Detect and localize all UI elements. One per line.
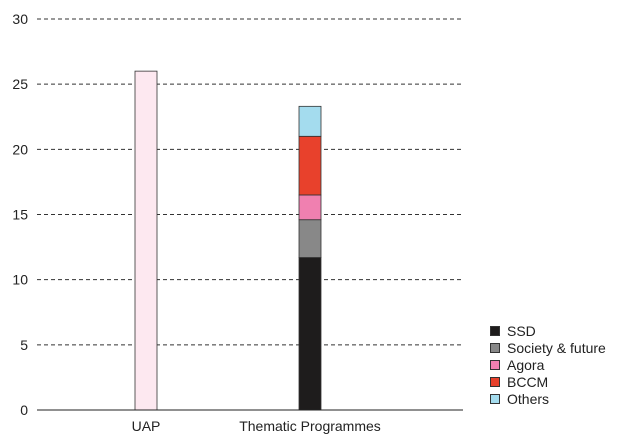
legend-label: Society & future xyxy=(507,339,606,356)
legend-swatch xyxy=(490,342,500,353)
legend-item: Society & future xyxy=(490,339,606,356)
y-tick-label: 30 xyxy=(12,11,28,27)
x-axis-categories: UAP Thematic Programmes xyxy=(132,418,381,434)
legend-swatch xyxy=(490,376,500,387)
legend-swatch xyxy=(490,359,500,370)
y-tick-label: 25 xyxy=(12,76,28,92)
legend-label: BCCM xyxy=(507,373,549,390)
y-axis-ticks: 0 5 10 15 20 25 30 xyxy=(12,11,28,418)
bar-segment-uap xyxy=(134,70,158,411)
bar-segment-agora xyxy=(298,194,322,221)
y-tick-label: 0 xyxy=(20,402,28,418)
legend-item: SSD xyxy=(490,322,606,339)
x-category-label: Thematic Programmes xyxy=(239,418,381,434)
y-tick-label: 15 xyxy=(12,207,28,223)
bar-segment-society-future xyxy=(298,219,322,258)
bar-segment-bccm xyxy=(298,135,322,196)
y-tick-label: 5 xyxy=(20,337,28,353)
x-category-label: UAP xyxy=(132,418,161,434)
legend-item: Agora xyxy=(490,356,606,373)
bar-segment-others xyxy=(298,105,322,137)
legend-label: Others xyxy=(507,390,550,407)
legend-label: SSD xyxy=(507,322,536,339)
legend-item: Others xyxy=(490,390,606,407)
y-tick-label: 20 xyxy=(12,141,28,157)
y-tick-label: 10 xyxy=(12,272,28,288)
legend-item: BCCM xyxy=(490,373,606,390)
bar-segment-ssd xyxy=(298,257,322,411)
grid-lines xyxy=(37,18,463,346)
legend-swatch xyxy=(490,325,500,336)
legend-label: Agora xyxy=(507,356,545,373)
legend: SSD Society & future Agora BCCM Others xyxy=(490,322,606,407)
legend-swatch xyxy=(490,393,500,404)
bars xyxy=(134,70,322,411)
